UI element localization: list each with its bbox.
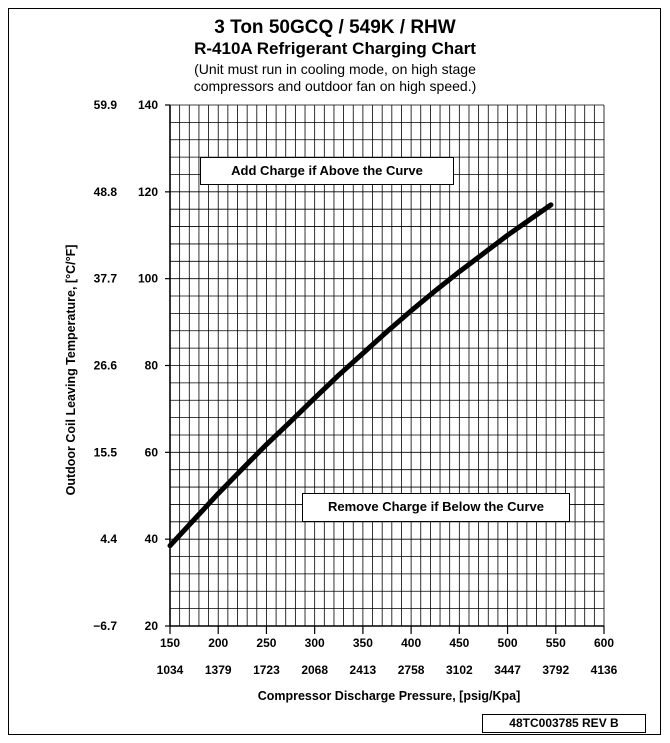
chart-title: 3 Ton 50GCQ / 549K / RHW [214,17,456,38]
chart-note-line-1: (Unit must run in cooling mode, on high … [194,61,476,77]
remove-charge-note: Remove Charge if Below the Curve [302,493,570,522]
y-tick-label-c: 37.7 [94,272,118,286]
y-tick-label-f: 100 [138,272,158,286]
x-tick-label-kpa: 2758 [398,663,425,677]
y-tick-label-c: 48.8 [94,185,118,199]
x-tick-label-psig: 200 [208,636,228,650]
x-tick-label-psig: 400 [401,636,421,650]
chart-frame [8,8,661,735]
y-tick-label-f: 60 [145,445,159,459]
x-tick-label-psig: 150 [160,636,180,650]
y-axis-title: Outdoor Coil Leaving Temperature, [°C/°F… [64,245,78,496]
x-tick-label-kpa: 2068 [301,663,328,677]
chart-subtitle: R-410A Refrigerant Charging Chart [194,39,476,58]
x-axis-title: Compressor Discharge Pressure, [psig/Kpa… [258,689,521,703]
y-tick-label-c: 26.6 [94,359,118,373]
x-tick-label-psig: 500 [498,636,518,650]
x-tick-label-psig: 350 [353,636,373,650]
x-tick-label-kpa: 3102 [446,663,473,677]
x-tick-label-psig: 550 [546,636,566,650]
axis-ticks: 150 1034 200 1379 250 1723 300 2068 350 2413 400 27… [93,98,617,677]
y-tick-label-f: 80 [145,359,159,373]
x-tick-label-kpa: 4136 [591,663,618,677]
y-tick-label-c: 4.4 [100,532,117,546]
y-tick-label-f: 120 [138,185,158,199]
y-tick-label-f: 40 [145,532,159,546]
document-id: 48TC003785 REV B [482,714,646,733]
add-charge-note: Add Charge if Above the Curve [200,157,454,185]
chart-note-line-2: compressors and outdoor fan on high spee… [193,78,477,94]
x-tick-label-psig: 300 [305,636,325,650]
x-tick-label-psig: 450 [449,636,469,650]
y-tick-label-c: 59.9 [94,98,118,112]
y-tick-label-c: 15.5 [94,445,118,459]
chart-note: (Unit must run in cooling mode, on high … [0,61,670,95]
x-tick-label-psig: 250 [256,636,276,650]
x-tick-label-psig: 600 [594,636,614,650]
x-tick-label-kpa: 2413 [350,663,377,677]
x-tick-label-kpa: 3792 [542,663,569,677]
x-tick-label-kpa: 1379 [205,663,232,677]
charging-curve [167,202,554,549]
y-tick-label-f: 20 [145,619,159,633]
x-tick-label-kpa: 3447 [494,663,521,677]
x-tick-label-kpa: 1723 [253,663,280,677]
grid-lines [169,104,605,627]
x-tick-label-kpa: 1034 [157,663,184,677]
y-tick-label-c: −6.7 [93,619,117,633]
y-tick-label-f: 140 [138,98,158,112]
